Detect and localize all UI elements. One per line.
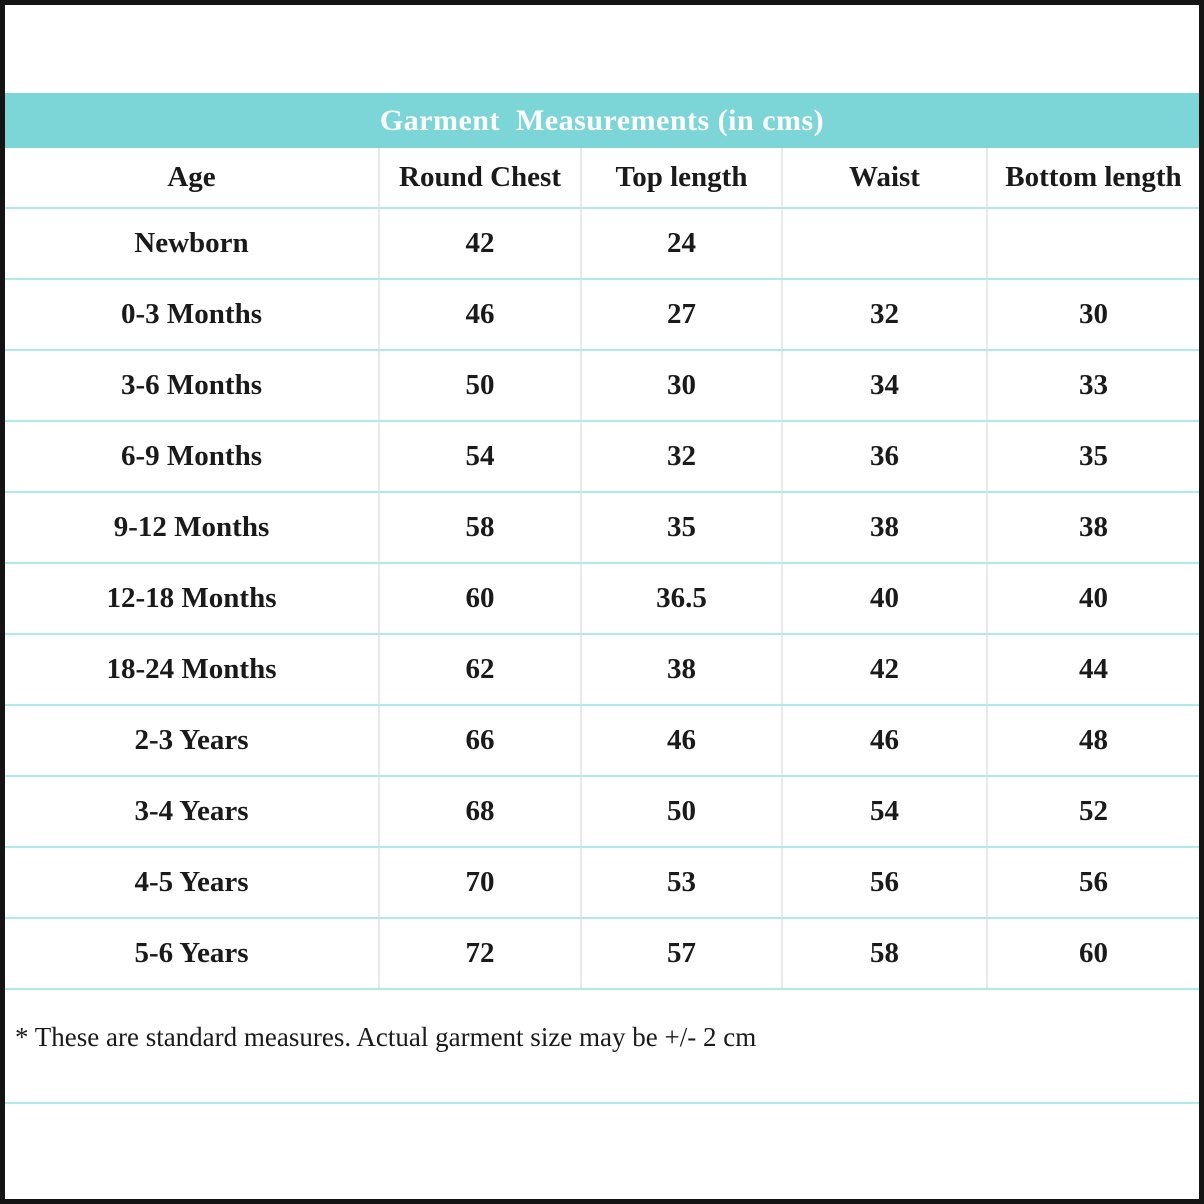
waist-cell: 42 [781,635,986,704]
top-length-cell: 57 [580,919,781,988]
bottom-length-cell: 44 [986,635,1199,704]
age-cell: 5-6 Years [134,937,249,969]
footnote-area: * These are standard measures. Actual ga… [5,988,1199,1104]
round-chest-cell: 70 [378,848,580,917]
age-cell: 4-5 Years [134,866,249,898]
bottom-length-cell [986,209,1199,278]
top-length-cell: 53 [580,848,781,917]
table-row: 12-18 Months 60 36.5 40 40 [5,562,1199,633]
round-chest-cell: 68 [378,777,580,846]
top-length-cell: 24 [580,209,781,278]
top-whitespace [5,5,1199,93]
table-header-row: Age Round Chest Top length Waist Bottom … [5,148,1199,207]
top-length-cell: 38 [580,635,781,704]
waist-cell: 46 [781,706,986,775]
table-row: 6-9 Months 54 32 36 35 [5,420,1199,491]
waist-cell: 56 [781,848,986,917]
top-length-cell: 36.5 [580,564,781,633]
top-length-cell: 50 [580,777,781,846]
bottom-length-cell: 33 [986,351,1199,420]
table-row: 9-12 Months 58 35 38 38 [5,491,1199,562]
round-chest-cell: 62 [378,635,580,704]
waist-cell: 54 [781,777,986,846]
waist-cell: 38 [781,493,986,562]
bottom-length-cell: 56 [986,848,1199,917]
table-title: Garment Measurements (in cms) [379,103,825,137]
table-row: 3-6 Months 50 30 34 33 [5,349,1199,420]
table-row: 18-24 Months 62 38 42 44 [5,633,1199,704]
age-cell: 0-3 Months [121,298,262,330]
top-length-cell: 32 [580,422,781,491]
top-length-cell: 35 [580,493,781,562]
round-chest-cell: 54 [378,422,580,491]
bottom-length-cell: 35 [986,422,1199,491]
bottom-length-cell: 52 [986,777,1199,846]
bottom-length-cell: 30 [986,280,1199,349]
round-chest-cell: 46 [378,280,580,349]
bottom-length-cell: 48 [986,706,1199,775]
round-chest-cell: 72 [378,919,580,988]
age-cell: 2-3 Years [134,724,249,756]
table-row: 3-4 Years 68 50 54 52 [5,775,1199,846]
round-chest-cell: 58 [378,493,580,562]
header-bottom-length: Bottom length [986,148,1199,207]
table-row: Newborn 42 24 [5,207,1199,278]
table-row: 0-3 Months 46 27 32 30 [5,278,1199,349]
age-cell: 9-12 Months [113,511,270,543]
bottom-whitespace [5,1104,1199,1194]
round-chest-cell: 60 [378,564,580,633]
bottom-length-cell: 40 [986,564,1199,633]
table-row: 5-6 Years 72 57 58 60 [5,917,1199,988]
waist-cell: 36 [781,422,986,491]
footnote-text: * These are standard measures. Actual ga… [15,1021,757,1052]
waist-cell: 32 [781,280,986,349]
bottom-length-cell: 38 [986,493,1199,562]
header-top-length: Top length [580,148,781,207]
age-cell: 18-24 Months [106,653,277,685]
round-chest-cell: 42 [378,209,580,278]
waist-cell [781,209,986,278]
waist-cell: 40 [781,564,986,633]
round-chest-cell: 50 [378,351,580,420]
header-waist: Waist [781,148,986,207]
table-row: 2-3 Years 66 46 46 48 [5,704,1199,775]
age-cell: 12-18 Months [106,582,277,614]
round-chest-cell: 66 [378,706,580,775]
waist-cell: 58 [781,919,986,988]
header-age: Age [167,161,216,193]
age-cell: 3-6 Months [121,369,262,401]
age-cell: 6-9 Months [121,440,262,472]
top-length-cell: 46 [580,706,781,775]
table-title-band: Garment Measurements (in cms) [5,93,1199,148]
top-length-cell: 30 [580,351,781,420]
top-length-cell: 27 [580,280,781,349]
age-cell: Newborn [134,227,249,259]
age-cell: 3-4 Years [134,795,249,827]
header-round-chest: Round Chest [378,148,580,207]
bottom-length-cell: 60 [986,919,1199,988]
table-row: 4-5 Years 70 53 56 56 [5,846,1199,917]
waist-cell: 34 [781,351,986,420]
